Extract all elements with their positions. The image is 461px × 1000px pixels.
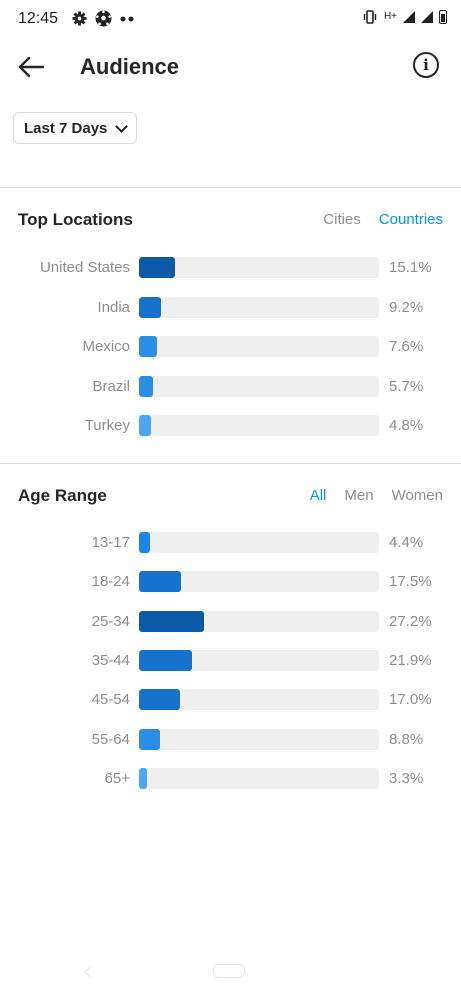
list-item: 45-54 17.0% — [0, 689, 461, 711]
bar-label: 45-54 — [91, 691, 130, 709]
gear-icon — [72, 11, 87, 26]
list-item: United States 15.1% — [0, 257, 461, 279]
age-range-title: Age Range — [18, 486, 107, 505]
bar-fill — [139, 571, 181, 593]
tab-all[interactable]: All — [309, 487, 327, 504]
bar-value: 4.4% — [389, 534, 424, 551]
hplus-network-icon: H+ — [383, 11, 397, 22]
nav-home-button[interactable] — [213, 964, 245, 978]
arrow-left-icon — [18, 56, 45, 78]
bar-label: 55-64 — [91, 730, 130, 748]
bar-value: 17.5% — [389, 573, 432, 591]
bar-label: 18-24 — [91, 573, 130, 591]
bar-label: United States — [39, 259, 130, 276]
bar-value: 8.8% — [389, 730, 424, 748]
bar-value: 4.8% — [389, 417, 424, 434]
chevron-down-icon — [115, 119, 129, 133]
tab-countries[interactable]: Countries — [378, 211, 443, 228]
bar-fill — [139, 649, 192, 671]
bar-value: 7.6% — [389, 338, 424, 355]
tab-women[interactable]: Women — [391, 487, 443, 504]
age-range-tabs: All Men Women — [310, 487, 443, 504]
bar-fill — [139, 257, 175, 278]
info-button[interactable]: i — [413, 52, 439, 78]
bar-label: Mexico — [82, 338, 130, 355]
list-item: 25-34 27.2% — [0, 610, 461, 633]
tab-men[interactable]: Men — [344, 487, 374, 504]
tab-cities[interactable]: Cities — [323, 211, 361, 228]
divider — [0, 187, 461, 188]
top-locations-tabs: Cities Countries — [323, 211, 443, 228]
list-item: Mexico 7.6% — [0, 336, 461, 358]
status-time: 12:45 — [18, 10, 59, 27]
bar-label: Brazil — [92, 377, 130, 395]
bar-fill — [139, 532, 150, 553]
bar-label: India — [97, 298, 130, 316]
bar-label: 65+ — [104, 769, 130, 787]
date-range-dropdown[interactable]: Last 7 Days — [13, 112, 138, 144]
bar-label: 25-34 — [91, 612, 130, 630]
list-item: Turkey 4.8% — [0, 415, 461, 437]
bar-value: 9.2% — [389, 298, 424, 316]
bar-track — [139, 728, 379, 750]
list-item: 65+ 3.3% — [0, 767, 461, 790]
bar-fill — [139, 415, 151, 436]
bar-value: 15.1% — [389, 259, 432, 276]
bar-track — [139, 610, 379, 632]
bar-value: 27.2% — [389, 612, 432, 630]
signal-icon — [403, 11, 415, 23]
bar-fill — [139, 689, 180, 711]
status-icons-right: H+ — [362, 9, 447, 25]
bar-label: Turkey — [84, 417, 130, 434]
bar-track — [139, 257, 379, 278]
bar-fill — [139, 296, 161, 318]
list-item: 13-17 4.4% — [0, 532, 461, 554]
status-icons-left — [72, 10, 134, 27]
bar-track — [139, 649, 379, 671]
nav-back-icon[interactable] — [84, 966, 96, 978]
info-icon: i — [423, 56, 429, 74]
battery-icon — [439, 10, 447, 24]
bar-value: 21.9% — [389, 651, 432, 669]
soccer-ball-icon — [95, 10, 112, 27]
bar-fill — [139, 728, 160, 750]
bar-label: 35-44 — [91, 651, 130, 669]
list-item: India 9.2% — [0, 296, 461, 319]
status-bar: 12:45 — [0, 0, 461, 36]
bar-fill — [139, 610, 204, 632]
bar-track — [139, 571, 379, 593]
bar-value: 17.0% — [389, 691, 432, 709]
bar-track — [139, 415, 379, 436]
page-title: Audience — [80, 54, 180, 79]
bar-label: 13-17 — [91, 534, 130, 551]
bar-fill — [139, 375, 153, 397]
list-item: 35-44 21.9% — [0, 649, 461, 672]
bar-value: 5.7% — [389, 377, 424, 395]
bar-track — [139, 689, 379, 711]
bar-fill — [139, 767, 147, 789]
date-range-label: Last 7 Days — [24, 119, 108, 137]
bar-track — [139, 767, 379, 789]
vibrate-icon — [363, 10, 377, 24]
more-dots-icon — [120, 16, 134, 21]
bar-track — [139, 336, 379, 357]
bar-track — [139, 375, 379, 397]
list-item: Brazil 5.7% — [0, 375, 461, 398]
bar-track — [139, 296, 379, 318]
divider — [0, 463, 461, 464]
list-item: 18-24 17.5% — [0, 571, 461, 593]
bar-track — [139, 532, 379, 553]
top-locations-title: Top Locations — [18, 210, 133, 229]
back-button[interactable] — [14, 50, 48, 84]
bar-fill — [139, 336, 157, 357]
bar-value: 3.3% — [389, 769, 424, 787]
signal-icon — [421, 11, 433, 23]
list-item: 55-64 8.8% — [0, 728, 461, 751]
app-header: Audience i — [0, 36, 461, 98]
